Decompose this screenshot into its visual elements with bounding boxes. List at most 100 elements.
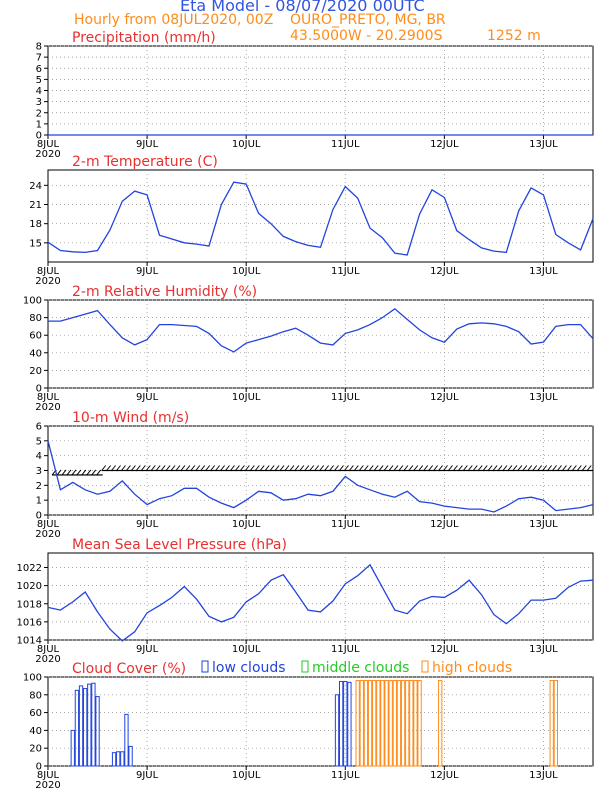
x-tick-label-cloud: 8JUL xyxy=(37,770,60,781)
wind-barb xyxy=(254,465,260,471)
legend-label-high: high clouds xyxy=(432,660,512,676)
legend-swatch-mid xyxy=(301,660,309,673)
wind-barb xyxy=(532,465,538,471)
wind-barb xyxy=(121,465,126,471)
wind-barb xyxy=(96,469,102,476)
cloud-bar xyxy=(83,688,88,767)
cloud-bar xyxy=(347,681,352,767)
y-tick-label-rh: 0 xyxy=(36,384,42,395)
x-tick-year-cloud: 2020 xyxy=(35,780,60,791)
panel-frame-mslp xyxy=(47,552,594,641)
wind-barb xyxy=(349,465,354,471)
x-tick-label-rh: 13JUL xyxy=(529,392,558,403)
wind-barb xyxy=(418,465,424,471)
wind-barb xyxy=(319,465,325,471)
wind-barb xyxy=(527,465,533,471)
chart-header-location: OURO_PRETO, MG, BR xyxy=(290,12,446,28)
x-tick-label-wind: 10JUL xyxy=(232,519,261,530)
cloud-bar xyxy=(128,745,133,767)
x-tick-year-temp: 2020 xyxy=(35,276,60,287)
wind-barb xyxy=(423,465,429,471)
x-tick-year-rh: 2020 xyxy=(35,402,60,413)
wind-barb xyxy=(522,465,528,471)
wind-barb xyxy=(220,465,225,471)
wind-barb xyxy=(557,465,562,471)
panel-frame-cloud xyxy=(47,676,594,767)
y-tick-label-mslp: 1016 xyxy=(17,617,42,628)
legend-swatch-low xyxy=(201,660,209,673)
wind-barb xyxy=(358,465,364,471)
y-tick-label-precip: 5 xyxy=(36,75,42,86)
cloud-bar xyxy=(392,680,397,767)
y-tick-label-temp: 18 xyxy=(29,219,42,230)
wind-barb xyxy=(86,469,92,476)
wind-barb xyxy=(562,465,567,471)
x-tick-label-temp: 12JUL xyxy=(430,266,459,277)
x-tick-label-mslp: 8JUL xyxy=(37,644,60,655)
cloud-bar xyxy=(70,729,75,767)
y-tick-label-wind: 2 xyxy=(36,481,42,492)
wind-barb xyxy=(160,465,166,471)
wind-barb xyxy=(175,465,181,471)
wind-barb xyxy=(393,465,399,471)
y-tick-label-cloud: 100 xyxy=(23,673,42,684)
wind-barb xyxy=(329,465,334,471)
wind-barb xyxy=(71,469,77,476)
wind-barb xyxy=(116,465,121,471)
x-tick-label-wind: 8JUL xyxy=(37,519,60,530)
wind-barb xyxy=(215,465,221,471)
panel-title-mslp: Mean Sea Level Pressure (hPa) xyxy=(72,537,287,553)
cloud-bar xyxy=(95,696,100,767)
wind-barb xyxy=(309,465,315,471)
y-tick-label-temp: 24 xyxy=(29,181,42,192)
cloud-bar xyxy=(359,680,364,767)
wind-barb xyxy=(61,469,67,476)
x-tick-label-mslp: 11JUL xyxy=(331,644,360,655)
y-tick-label-wind: 4 xyxy=(36,451,42,462)
wind-barb xyxy=(81,469,87,476)
legend-label-mid: middle clouds xyxy=(312,660,409,676)
x-tick-label-cloud: 13JUL xyxy=(529,770,558,781)
cloud-bar xyxy=(78,685,84,767)
wind-barb xyxy=(225,465,230,471)
cloud-bar xyxy=(400,680,406,767)
y-tick-label-precip: 6 xyxy=(36,64,42,75)
x-tick-label-precip: 10JUL xyxy=(232,139,261,150)
x-tick-label-cloud: 9JUL xyxy=(136,770,159,781)
y-tick-label-mslp: 1020 xyxy=(17,581,42,592)
wind-barb xyxy=(279,465,285,471)
wind-barb xyxy=(289,465,295,471)
cloud-bar xyxy=(116,751,121,767)
chart-header-coords: 43.5000W - 20.2900S xyxy=(290,28,443,44)
wind-barb xyxy=(185,465,191,471)
wind-barb xyxy=(344,465,349,471)
cloud-bar xyxy=(405,680,410,767)
y-tick-label-rh: 60 xyxy=(29,331,42,342)
wind-barb xyxy=(200,465,206,471)
wind-barb xyxy=(353,465,359,471)
wind-barb xyxy=(492,465,498,471)
x-tick-label-precip: 9JUL xyxy=(136,139,159,150)
y-tick-label-precip: 4 xyxy=(36,86,42,97)
wind-barb xyxy=(131,465,136,471)
wind-barb xyxy=(205,465,211,471)
wind-barb xyxy=(443,465,448,471)
legend-label-low: low clouds xyxy=(212,660,286,676)
y-tick-label-temp: 21 xyxy=(29,200,42,211)
wind-barb xyxy=(339,465,344,471)
x-tick-label-rh: 12JUL xyxy=(430,392,459,403)
cloud-bar xyxy=(413,680,418,767)
wind-barb xyxy=(165,465,171,471)
y-tick-label-rh: 40 xyxy=(29,348,42,359)
x-tick-label-temp: 13JUL xyxy=(529,266,558,277)
y-tick-label-mslp: 1014 xyxy=(17,636,42,647)
y-tick-label-rh: 20 xyxy=(29,366,42,377)
wind-barb xyxy=(150,465,156,471)
wind-barb xyxy=(458,465,463,471)
cloud-bar xyxy=(384,680,389,767)
series-line-mslp xyxy=(47,563,594,642)
wind-barb xyxy=(363,465,369,471)
wind-barb xyxy=(91,469,97,476)
wind-barb xyxy=(448,465,453,471)
